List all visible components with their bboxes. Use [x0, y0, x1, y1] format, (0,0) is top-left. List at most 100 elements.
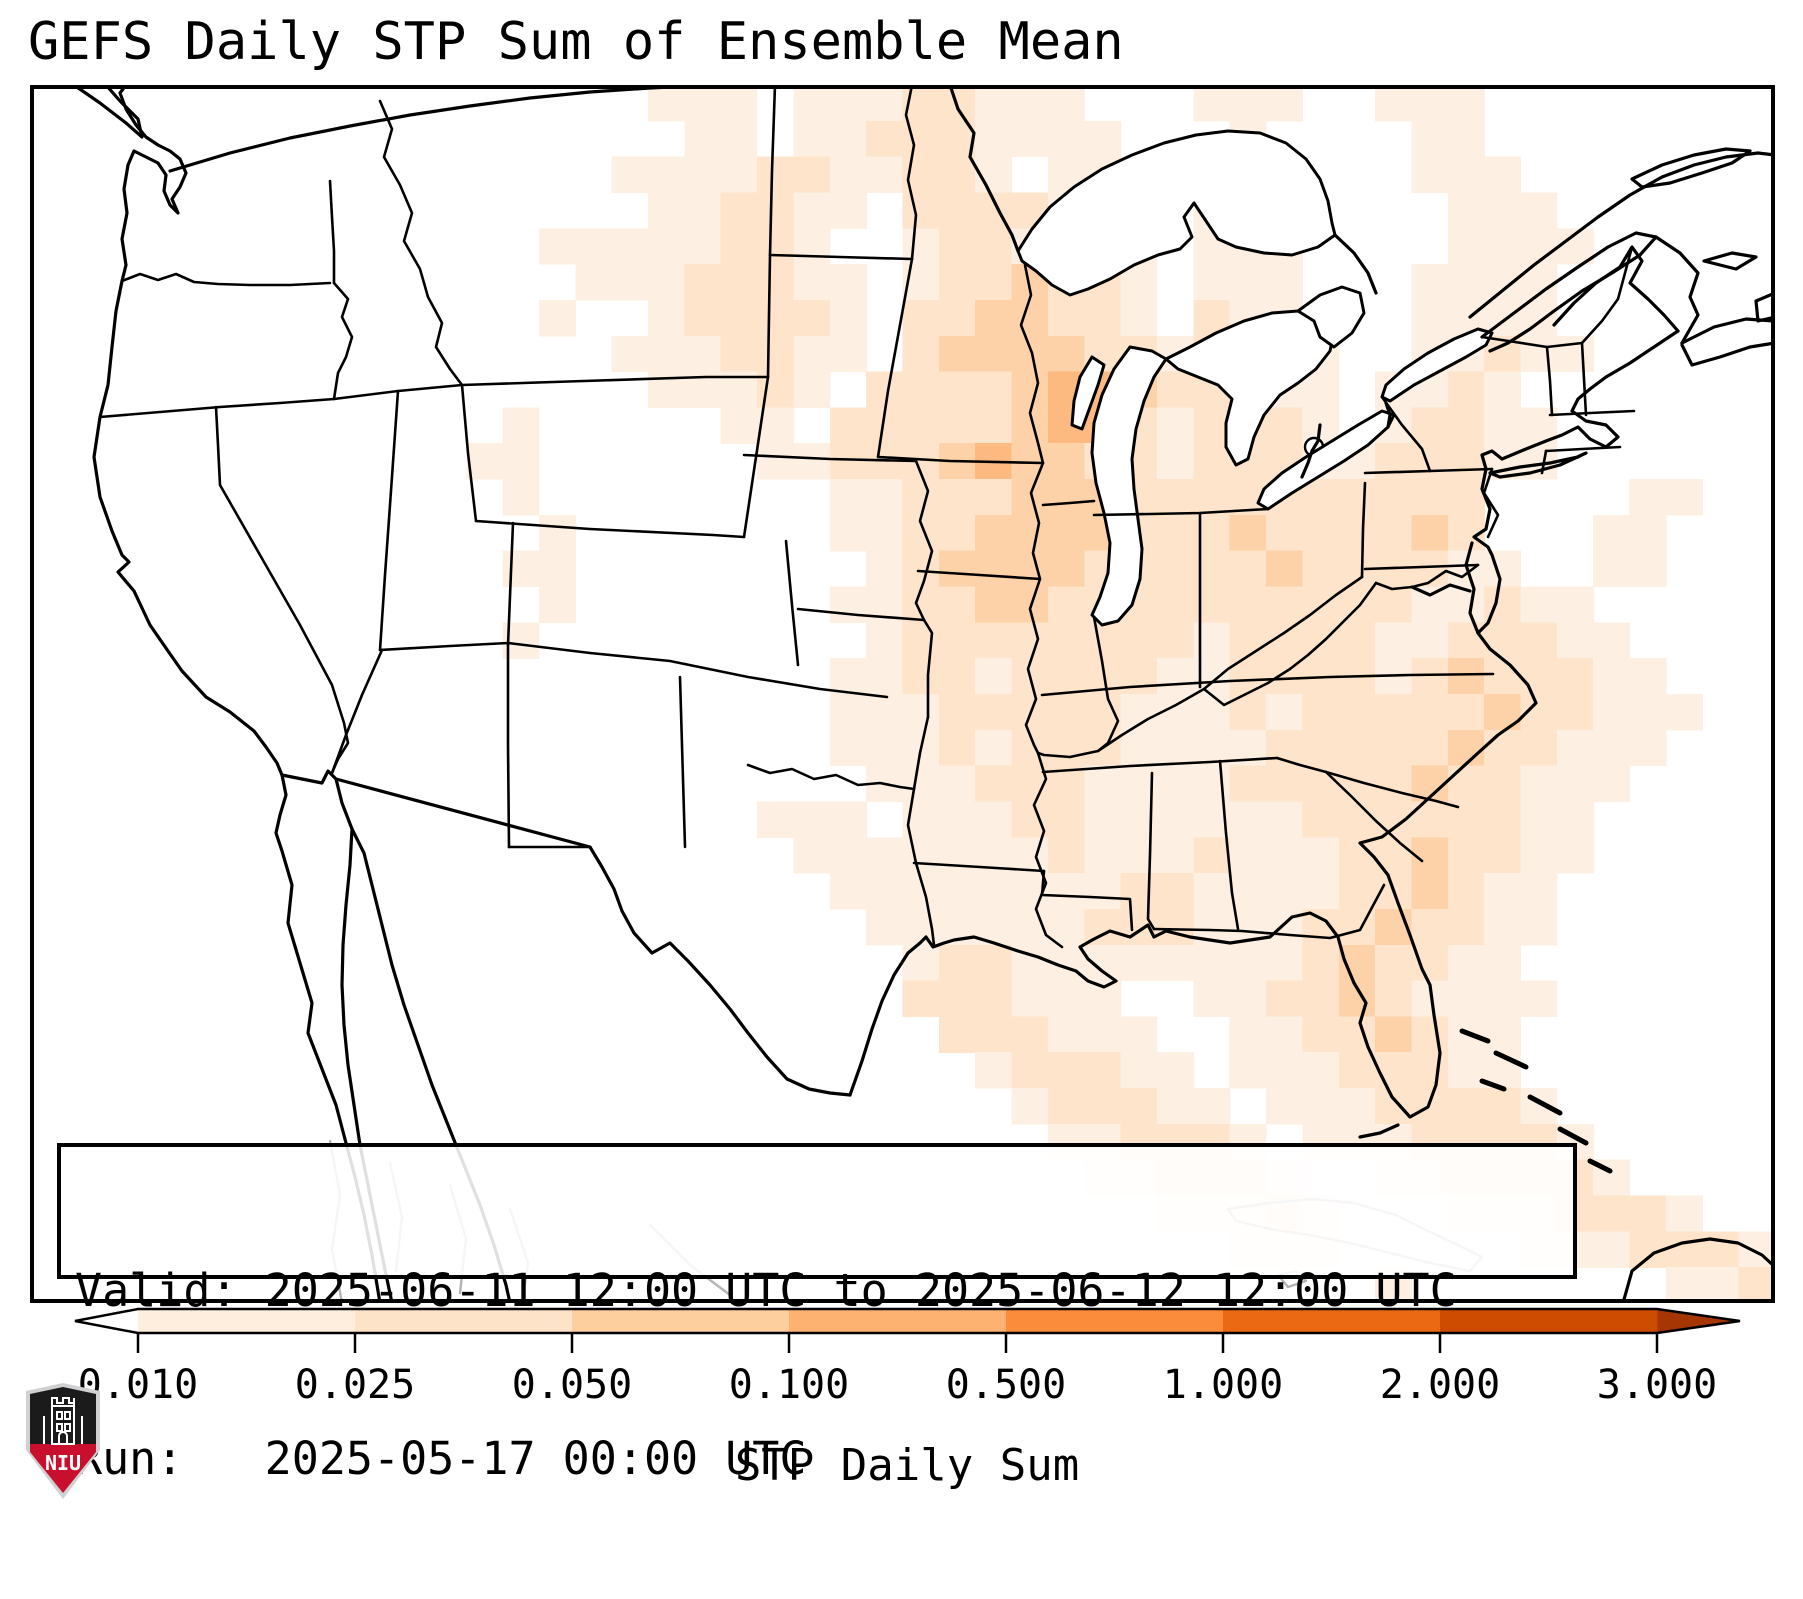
heat-cell: [1302, 801, 1340, 838]
heat-cell: [1084, 873, 1122, 910]
heat-cell: [684, 299, 722, 337]
state-boundaries: [98, 85, 1636, 949]
logo-niu-text: NIU: [45, 1451, 81, 1475]
heat-cell: [793, 85, 831, 122]
heat-cell: [793, 371, 831, 408]
heat-cell: [1229, 85, 1267, 122]
heat-cell: [975, 479, 1013, 516]
heat-cell: [975, 407, 1013, 444]
us-mexico-border: [280, 769, 592, 849]
heat-cell: [1593, 622, 1631, 659]
heat-cell: [1738, 1267, 1775, 1303]
heat-cell: [1302, 837, 1340, 874]
heat-cell: [648, 156, 685, 193]
heat-cell: [720, 85, 758, 122]
heat-cell: [1047, 873, 1085, 910]
colorbar-scale: 0.010 0.025 0.050 0.100 0.500 1.000 2.000 3.000: [74, 1307, 1741, 1408]
heat-cell: [938, 801, 976, 838]
st-lawrence-south-bank: [1480, 231, 1658, 353]
heat-cell: [902, 192, 940, 229]
upper-mississippi: [1019, 263, 1045, 755]
nv-ut-border: [378, 389, 400, 652]
heat-cell: [829, 801, 867, 838]
heat-cell: [938, 264, 976, 301]
heat-cell: [575, 228, 613, 265]
heat-cell: [1011, 120, 1049, 158]
heat-cell: [1447, 120, 1485, 158]
heat-cell: [1338, 479, 1376, 516]
pacific-coast: [92, 85, 284, 777]
heat-cell: [1047, 658, 1085, 695]
heat-cell: [1266, 801, 1303, 838]
heat-cell: [1084, 1088, 1122, 1125]
heat-cell: [466, 443, 504, 480]
heat-cell: [1084, 299, 1122, 337]
heat-cell: [1484, 407, 1522, 444]
heat-cell: [1338, 1088, 1376, 1125]
co-west-border: [506, 521, 515, 647]
heat-cell: [975, 586, 1013, 623]
heat-cell: [1702, 1231, 1740, 1268]
ca-nv-border: [214, 405, 350, 775]
heat-cell: [720, 228, 758, 265]
heat-cell: [866, 908, 904, 946]
heat-cell: [1411, 479, 1449, 516]
heat-cell: [1193, 980, 1231, 1017]
mo-ks-border: [922, 618, 934, 719]
heat-cell: [975, 299, 1013, 337]
heat-cell: [1520, 622, 1558, 659]
heat-cell: [1047, 729, 1085, 767]
heat-cell: [1447, 1088, 1485, 1125]
lake-michigan: [1090, 345, 1168, 627]
heat-cell: [1556, 586, 1594, 623]
heat-cell: [1011, 837, 1049, 874]
heat-cell: [1011, 550, 1049, 588]
us-canada-border-west: [168, 85, 712, 173]
heat-cell: [1193, 85, 1231, 122]
heat-cell: [1447, 622, 1485, 659]
md-va-potomac: [1374, 563, 1480, 591]
heat-cell: [1665, 1231, 1703, 1268]
heat-cell: [1411, 622, 1449, 659]
ohio-river: [1036, 575, 1364, 759]
heat-cell: [1375, 694, 1413, 731]
mn-ia-border: [876, 455, 1045, 465]
ga-sc-border: [1324, 770, 1424, 863]
heat-cell: [1193, 479, 1231, 516]
ks-ne-border: [796, 607, 926, 622]
heat-cell: [829, 873, 867, 910]
heat-cell: [829, 85, 867, 122]
ga-fl-border: [1152, 883, 1386, 940]
lake-superior: [1016, 129, 1337, 297]
ny-ontario-link: [1380, 395, 1432, 473]
heat-cell: [975, 980, 1013, 1017]
heat-cell: [1266, 765, 1303, 802]
heat-cell: [1484, 371, 1522, 408]
heat-cell: [1266, 873, 1303, 910]
heat-cell: [684, 335, 722, 373]
nc-ga-corner: [1275, 756, 1328, 774]
heat-cell: [1629, 694, 1667, 731]
oh-pa-border: [1360, 481, 1367, 579]
heat-cell: [684, 264, 722, 301]
wy-east-border: [742, 375, 770, 539]
heat-cell: [1266, 586, 1303, 623]
heat-cell: [1266, 1016, 1303, 1053]
heat-cell: [829, 658, 867, 695]
heat-cell: [1120, 299, 1158, 337]
colorbar-segment: [1440, 1309, 1658, 1333]
heat-cell: [1338, 694, 1376, 731]
heat-cell: [975, 335, 1013, 373]
valid-run-info-box: Valid: 2025-06-11 12:00 UTC to 2025-06-1…: [57, 1143, 1577, 1485]
prince-edward-island: [1702, 251, 1758, 271]
heat-cell: [1411, 837, 1449, 874]
heat-cell: [866, 120, 904, 158]
heat-cell: [866, 694, 904, 731]
heat-cell: [902, 944, 940, 982]
heat-cell: [502, 479, 540, 516]
heat-cell: [1593, 729, 1631, 767]
heat-cell: [502, 443, 540, 480]
heat-cell: [902, 335, 940, 373]
heat-cell: [1011, 335, 1049, 373]
heat-cell: [1047, 801, 1085, 838]
